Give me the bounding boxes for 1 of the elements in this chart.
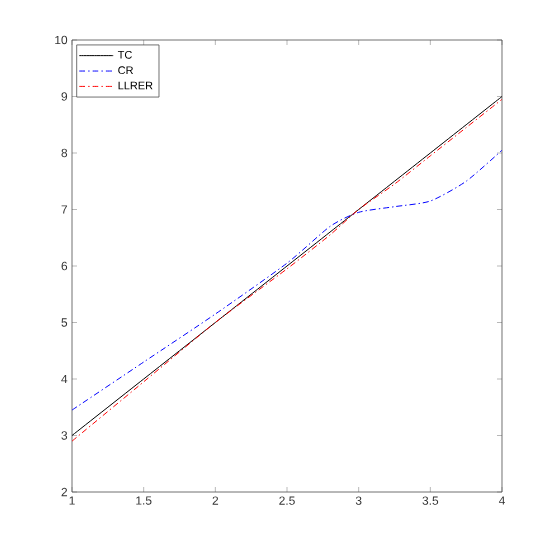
line-series bbox=[72, 149, 502, 411]
